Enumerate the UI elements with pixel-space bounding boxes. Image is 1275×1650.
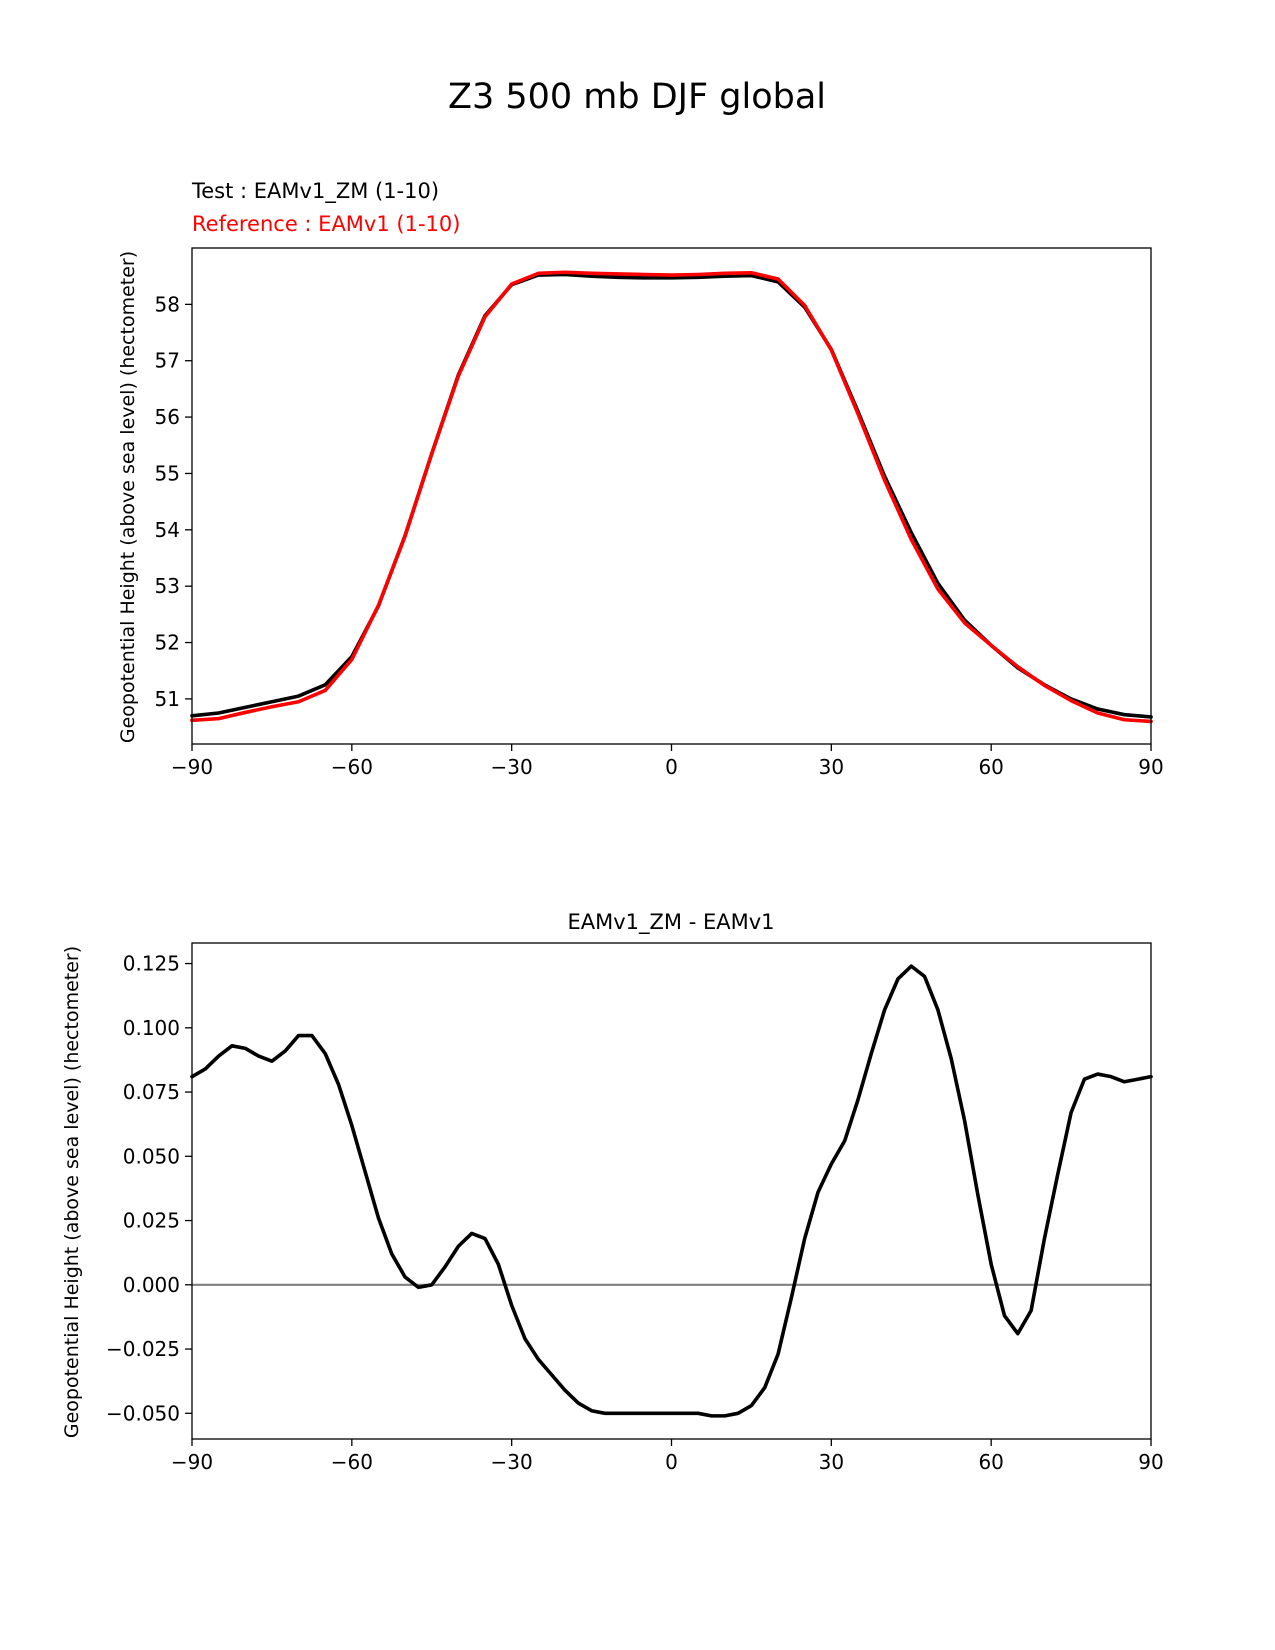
bottom-y-tick-label: −0.050 [106, 1401, 180, 1425]
bottom-y-tick-label: −0.025 [106, 1337, 180, 1361]
bottom-y-tick-label: 0.025 [123, 1209, 180, 1233]
bottom-x-tick-label: −90 [171, 1450, 213, 1474]
difference-title: EAMv1_ZM - EAMv1 [567, 910, 774, 935]
top-axes-frame [191, 247, 1152, 745]
bottom-x-tick-label: −60 [331, 1450, 373, 1474]
top-x-tick-label: −90 [171, 755, 213, 779]
top-x-tick-label: 0 [665, 755, 678, 779]
top-y-tick-label: 57 [155, 349, 180, 373]
top-series-line-reference [190, 270, 1153, 724]
top-y-tick-label: 58 [155, 292, 180, 316]
top-x-tick-label: 30 [819, 755, 844, 779]
bottom-y-tick-label: 0.100 [123, 1016, 180, 1040]
bottom-x-tick-label: 30 [819, 1450, 844, 1474]
bottom-x-tick-label: 0 [665, 1450, 678, 1474]
bottom-plot-area: −90 −60 −30 0 30 60 90 −0.050 −0.025 0.000 0.025 0.… [106, 952, 1164, 1474]
bottom-series-line-difference [190, 964, 1153, 1418]
bottom-x-tick-label: −30 [491, 1450, 533, 1474]
bottom-y-tick-label: 0.050 [123, 1144, 180, 1168]
test-label: Test : EAMv1_ZM (1-10) [191, 179, 439, 204]
top-x-tick-label: −30 [491, 755, 533, 779]
top-x-tick-label: 60 [978, 755, 1003, 779]
reference-label: Reference : EAMv1 (1-10) [192, 212, 460, 236]
top-y-tick-label: 52 [155, 631, 180, 655]
bottom-y-tick-label: 0.075 [123, 1080, 180, 1104]
top-y-tick-label: 53 [155, 574, 180, 598]
top-series-line-test [190, 272, 1153, 719]
top-x-tick-label: −60 [331, 755, 373, 779]
bottom-x-tick-label: 90 [1138, 1450, 1163, 1474]
figure-title: Z3 500 mb DJF global [448, 77, 826, 117]
top-y-axis-label: Geopotential Height (above sea level) (h… [117, 251, 139, 743]
top-plot-area: −90 −60 −30 0 30 60 90 51 52 53 54 55 56 57 58 [155, 270, 1164, 779]
bottom-panel: EAMv1_ZM - EAMv1 Geopotential Height (ab… [61, 910, 1164, 1474]
bottom-y-tick-label: 0.125 [123, 952, 180, 976]
top-y-tick-label: 56 [155, 405, 180, 429]
top-panel: Test : EAMv1_ZM (1-10) Reference : EAMv1… [117, 179, 1164, 779]
bottom-y-axis-label: Geopotential Height (above sea level) (h… [61, 946, 83, 1438]
bottom-x-tick-label: 60 [978, 1450, 1003, 1474]
top-y-tick-label: 51 [155, 687, 180, 711]
top-y-tick-label: 55 [155, 461, 180, 485]
bottom-axes-frame [191, 942, 1152, 1440]
top-x-tick-label: 90 [1138, 755, 1163, 779]
top-y-tick-label: 54 [155, 518, 180, 542]
bottom-y-tick-label: 0.000 [123, 1273, 180, 1297]
